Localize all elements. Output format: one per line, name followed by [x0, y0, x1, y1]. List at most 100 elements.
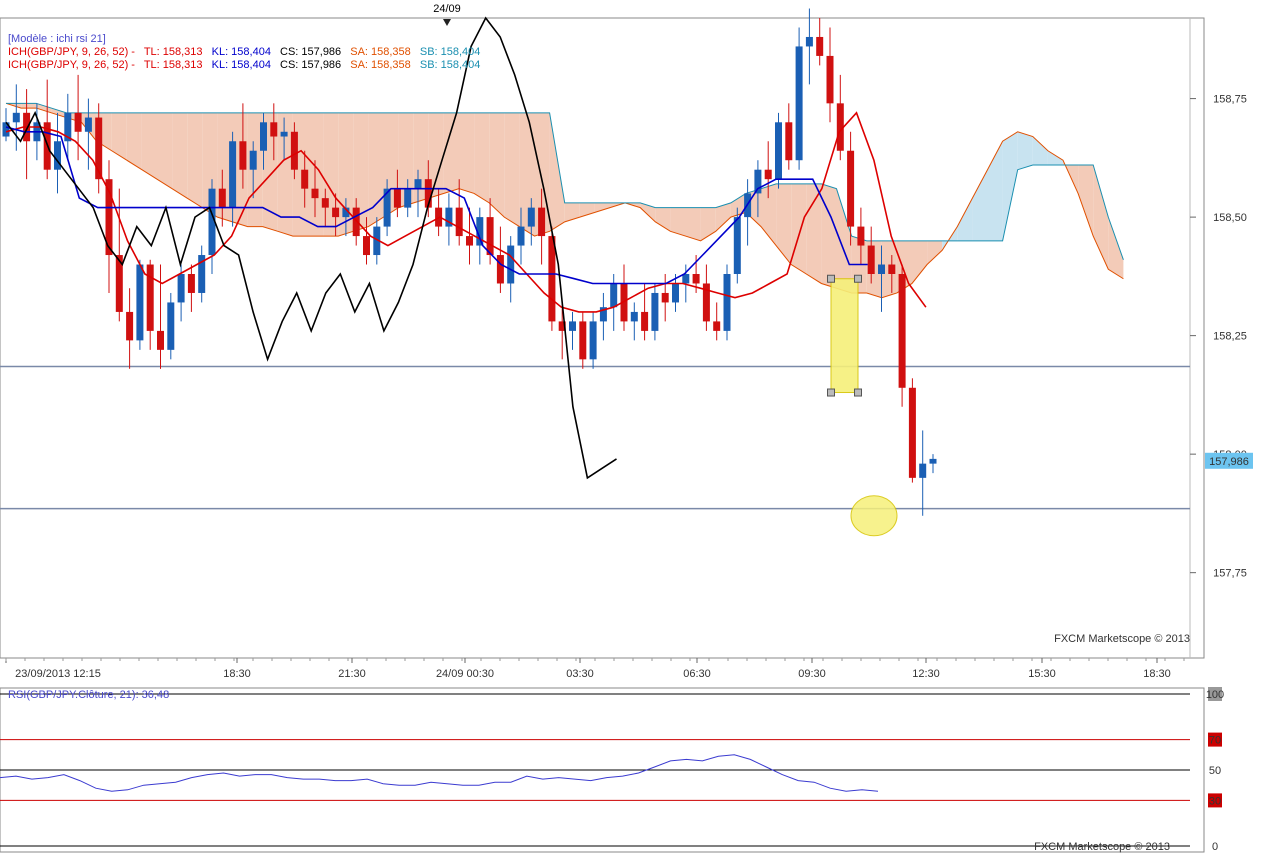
cloud-segment	[912, 240, 928, 284]
senkou-a-line	[5, 102, 1124, 299]
tenkan-line	[5, 111, 927, 313]
candle-body	[54, 141, 61, 170]
candle-body	[888, 264, 896, 274]
cloud-segment	[1032, 136, 1048, 165]
cloud-segment	[640, 202, 656, 222]
candle-body	[569, 321, 576, 331]
time-tick-label: 03:30	[566, 668, 594, 680]
candle-body	[496, 255, 504, 284]
candle-body	[527, 207, 535, 227]
candle-body	[424, 179, 432, 208]
cloud-segment	[474, 112, 490, 203]
rsi-title: RSI(GBP/JPY.Clôture, 21): 36,48	[8, 689, 169, 701]
legend1-tl: TL: 158,313	[144, 46, 203, 58]
candle-body	[816, 36, 824, 56]
cloud-segment	[187, 112, 203, 208]
candle-body	[517, 226, 525, 246]
cloud-segment	[700, 207, 716, 241]
candle-body	[280, 131, 288, 137]
candle-body	[610, 283, 618, 308]
cloud-segment	[277, 112, 293, 237]
resize-handle	[854, 388, 862, 397]
resize-handle	[827, 274, 835, 283]
rsi-tick-label: 0	[1212, 841, 1218, 853]
candle-body	[167, 302, 175, 350]
horizontal-levels[interactable]	[0, 365, 1190, 510]
rsi-tick-label: 70	[1209, 735, 1221, 747]
candles	[2, 8, 937, 516]
legend1-sa: SA: 158,358	[350, 46, 411, 58]
candle-body	[805, 36, 813, 47]
candle-body	[486, 217, 494, 256]
cloud-segment	[459, 112, 475, 194]
rsi-level-tag	[1208, 732, 1222, 747]
cloud-segment	[353, 112, 369, 232]
cloud-segment	[21, 103, 37, 109]
date-marker-arrow-icon	[443, 19, 451, 26]
cloud-segment	[534, 112, 550, 237]
candle-body	[115, 255, 123, 312]
rsi-level-tag	[1208, 793, 1222, 808]
candle-body	[136, 264, 144, 341]
candle-body	[558, 321, 566, 331]
candle-body	[713, 321, 721, 331]
candle-body	[589, 321, 597, 360]
cloud-segment	[791, 183, 807, 274]
cloud-segment	[157, 112, 173, 189]
candle-body	[702, 283, 710, 322]
cloud-segment	[443, 112, 459, 194]
cloud-segment	[1108, 217, 1124, 279]
candle-body	[218, 188, 226, 208]
candle-body	[672, 283, 679, 303]
candle-body	[826, 55, 834, 104]
candle-body	[311, 188, 319, 199]
cloud-segment	[715, 202, 731, 232]
highlight-annotations	[827, 274, 898, 537]
current-price-label: 157,986	[1209, 456, 1249, 468]
time-tick-label: 21:30	[338, 668, 366, 680]
indicator-lines	[5, 16, 927, 480]
legend2-tl: TL: 158,313	[144, 59, 203, 71]
legend1-sb: SB: 158,404	[420, 46, 481, 58]
candle-body	[775, 122, 782, 180]
cloud-segment	[685, 207, 701, 241]
candle-body	[332, 207, 340, 218]
cloud-segment	[670, 207, 686, 237]
candle-body	[929, 458, 937, 464]
resize-handle	[827, 388, 835, 397]
candle-body	[847, 150, 855, 227]
cloud-segment	[957, 198, 973, 241]
cloud-segment	[141, 112, 157, 180]
candle-body	[599, 307, 607, 322]
price-tick-label: 158,50	[1213, 212, 1247, 224]
candle-body	[363, 236, 370, 256]
cloud-segment	[972, 169, 988, 241]
candle-body	[177, 274, 185, 303]
cloud-segment	[1017, 131, 1033, 170]
candle-body	[538, 207, 546, 237]
time-tick-label: 18:30	[223, 668, 251, 680]
rsi-level-tag	[1208, 687, 1222, 701]
candle-body	[260, 122, 267, 151]
watermark-price: FXCM Marketscope © 2013	[1054, 633, 1190, 645]
candle-body	[393, 188, 401, 208]
candle-body	[229, 141, 237, 208]
cloud-segment	[836, 188, 852, 293]
candle-body	[733, 217, 741, 274]
candle-body	[352, 207, 360, 237]
candle-body	[146, 264, 154, 331]
chikou-line	[5, 16, 617, 480]
date-marker: 24/09	[433, 3, 461, 15]
candle-body	[239, 141, 247, 170]
legend2-cs: CS: 157,986	[280, 59, 341, 71]
legend1-cs: CS: 157,986	[280, 46, 341, 58]
legend1-name: ICH(GBP/JPY, 9, 26, 52) -	[8, 46, 135, 58]
senkou-b-line	[6, 102, 1124, 260]
candle-body	[95, 117, 103, 180]
candle-body	[641, 311, 649, 331]
price-tick-label: 158,25	[1213, 331, 1247, 343]
time-tick-label: 12:30	[912, 668, 940, 680]
time-tick-label: 23/09/2013 12:15	[15, 668, 101, 680]
candle-body	[795, 46, 803, 161]
